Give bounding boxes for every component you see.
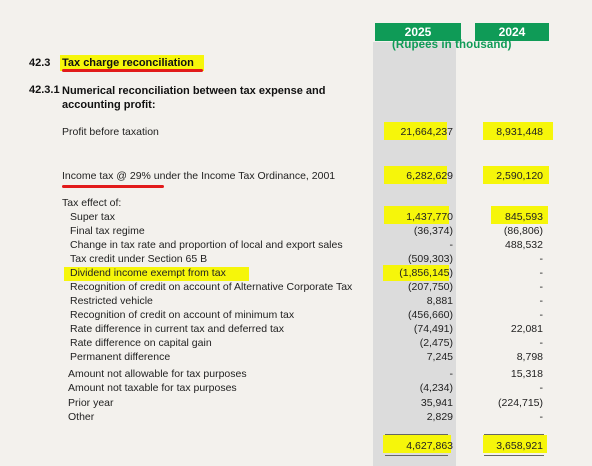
section-number: 42.3 bbox=[29, 57, 51, 69]
value-2025: 35,941 bbox=[420, 397, 453, 409]
value-2024: - bbox=[539, 281, 544, 293]
value-2024: 845,593 bbox=[505, 211, 543, 223]
subsection-title: Numerical reconciliation between tax exp… bbox=[62, 85, 326, 111]
subsection-number: 42.3.1 bbox=[29, 84, 60, 96]
rule-total-2025 bbox=[385, 455, 448, 456]
value-2025: 21,664,237 bbox=[400, 126, 453, 138]
row-label: Change in tax rate and proportion of loc… bbox=[70, 239, 343, 251]
row-prior-year: Prior year 35,941 (224,715) bbox=[0, 397, 592, 410]
highlight-dividend-label bbox=[64, 267, 249, 281]
value-2025: (74,491) bbox=[413, 323, 453, 335]
row-label: Recognition of credit on account of Alte… bbox=[70, 281, 353, 293]
value-2025: 8,881 bbox=[426, 295, 453, 307]
value-2025: (207,750) bbox=[408, 281, 453, 293]
row-label: Super tax bbox=[70, 211, 115, 223]
row-final-tax-regime: Final tax regime (36,374) (86,806) bbox=[0, 225, 592, 238]
value-2024: - bbox=[539, 411, 544, 423]
value-2025: (36,374) bbox=[413, 225, 453, 237]
row-tax-credit-65b: Tax credit under Section 65 B (509,303) … bbox=[0, 253, 592, 266]
row-amount-not-taxable: Amount not taxable for tax purposes (4,2… bbox=[0, 382, 592, 395]
row-dividend-income-exempt: Dividend income exempt from tax (1,856,1… bbox=[0, 267, 592, 280]
value-2024: 2,590,120 bbox=[496, 170, 543, 182]
current-year-column-band bbox=[373, 42, 456, 466]
value-2025: - bbox=[449, 239, 454, 251]
unit-label: (Rupees in thousand) bbox=[392, 39, 512, 51]
row-label: Amount not taxable for tax purposes bbox=[68, 382, 237, 394]
value-2024: - bbox=[539, 382, 544, 394]
row-label: Tax effect of: bbox=[62, 197, 122, 209]
row-other: Other 2,829 - bbox=[0, 411, 592, 424]
rule-total-2024 bbox=[484, 455, 544, 456]
highlight-profit-2024 bbox=[483, 122, 553, 140]
row-change-in-tax-rate: Change in tax rate and proportion of loc… bbox=[0, 239, 592, 252]
value-2025: 2,829 bbox=[426, 411, 453, 423]
row-label: Tax credit under Section 65 B bbox=[70, 253, 208, 265]
row-label: Prior year bbox=[68, 397, 114, 409]
row-label: Rate difference in current tax and defer… bbox=[70, 323, 285, 335]
value-2024: 488,532 bbox=[505, 239, 543, 251]
row-label: Restricted vehicle bbox=[70, 295, 153, 307]
value-2024: (86,806) bbox=[503, 225, 543, 237]
highlight-income-tax-2024 bbox=[483, 166, 549, 184]
value-2024: 3,658,921 bbox=[496, 440, 543, 452]
row-rate-difference-current-deferred: Rate difference in current tax and defer… bbox=[0, 323, 592, 336]
highlight-super-tax-2024 bbox=[491, 206, 548, 224]
row-restricted-vehicle: Restricted vehicle 8,881 - bbox=[0, 295, 592, 308]
highlight-profit-2025 bbox=[384, 122, 447, 140]
highlight-section-title bbox=[60, 55, 204, 71]
value-2025: (509,303) bbox=[408, 253, 453, 265]
rule-subtotal-2025 bbox=[385, 434, 448, 435]
value-2024: - bbox=[539, 309, 544, 321]
value-2024: 22,081 bbox=[510, 323, 543, 335]
highlight-income-tax-2025 bbox=[384, 166, 447, 184]
row-total-tax-expense: 4,627,863 3,658,921 bbox=[0, 440, 592, 453]
row-amount-not-allowable: Amount not allowable for tax purposes - … bbox=[0, 368, 592, 381]
row-rate-difference-capital-gain: Rate difference on capital gain (2,475) … bbox=[0, 337, 592, 350]
row-label: Dividend income exempt from tax bbox=[70, 267, 226, 279]
value-2025: (2,475) bbox=[419, 337, 453, 349]
row-tax-effect-heading: Tax effect of: bbox=[0, 197, 592, 210]
row-income-tax: Income tax @ 29% under the Income Tax Or… bbox=[0, 170, 592, 183]
row-label: Recognition of credit on account of mini… bbox=[70, 309, 295, 321]
row-label: Income tax @ 29% under the Income Tax Or… bbox=[62, 170, 336, 182]
row-alternative-corporate-tax: Recognition of credit on account of Alte… bbox=[0, 281, 592, 294]
row-label: Other bbox=[68, 411, 95, 423]
underline-section-title bbox=[62, 69, 203, 72]
value-2025: (1,856,145) bbox=[399, 267, 453, 279]
row-label: Permanent difference bbox=[70, 351, 171, 363]
row-profit-before-taxation: Profit before taxation 21,664,237 8,931,… bbox=[0, 126, 592, 139]
rule-subtotal-2024 bbox=[484, 434, 544, 435]
year-2025-header: 2025 bbox=[375, 23, 461, 41]
highlight-total-2025 bbox=[383, 435, 451, 453]
value-2024: - bbox=[539, 295, 544, 307]
row-label: Final tax regime bbox=[70, 225, 145, 237]
value-2024: - bbox=[539, 337, 544, 349]
row-super-tax: Super tax 1,437,770 845,593 bbox=[0, 211, 592, 224]
value-2025: (4,234) bbox=[419, 382, 453, 394]
year-2024-header: 2024 bbox=[475, 23, 549, 41]
value-2025: 6,282,629 bbox=[406, 170, 453, 182]
underline-income-tax bbox=[62, 185, 164, 188]
value-2025: 1,437,770 bbox=[406, 211, 453, 223]
row-label: Amount not allowable for tax purposes bbox=[68, 368, 247, 380]
value-2025: 4,627,863 bbox=[406, 440, 453, 452]
row-minimum-tax-credit: Recognition of credit on account of mini… bbox=[0, 309, 592, 322]
value-2024: 8,798 bbox=[516, 351, 543, 363]
value-2024: - bbox=[539, 267, 544, 279]
highlight-super-tax-2025 bbox=[384, 206, 449, 224]
value-2024: 8,931,448 bbox=[496, 126, 543, 138]
value-2025: (456,660) bbox=[408, 309, 453, 321]
highlight-total-2024 bbox=[483, 435, 547, 453]
section-title: Tax charge reconciliation bbox=[62, 57, 194, 69]
row-label: Rate difference on capital gain bbox=[70, 337, 212, 349]
value-2024: 15,318 bbox=[510, 368, 543, 380]
value-2024: (224,715) bbox=[498, 397, 543, 409]
highlight-dividend-2025 bbox=[383, 265, 449, 281]
row-label: Profit before taxation bbox=[62, 126, 159, 138]
row-permanent-difference: Permanent difference 7,245 8,798 bbox=[0, 351, 592, 364]
value-2025: 7,245 bbox=[426, 351, 453, 363]
value-2025: - bbox=[449, 368, 454, 380]
value-2024: - bbox=[539, 253, 544, 265]
